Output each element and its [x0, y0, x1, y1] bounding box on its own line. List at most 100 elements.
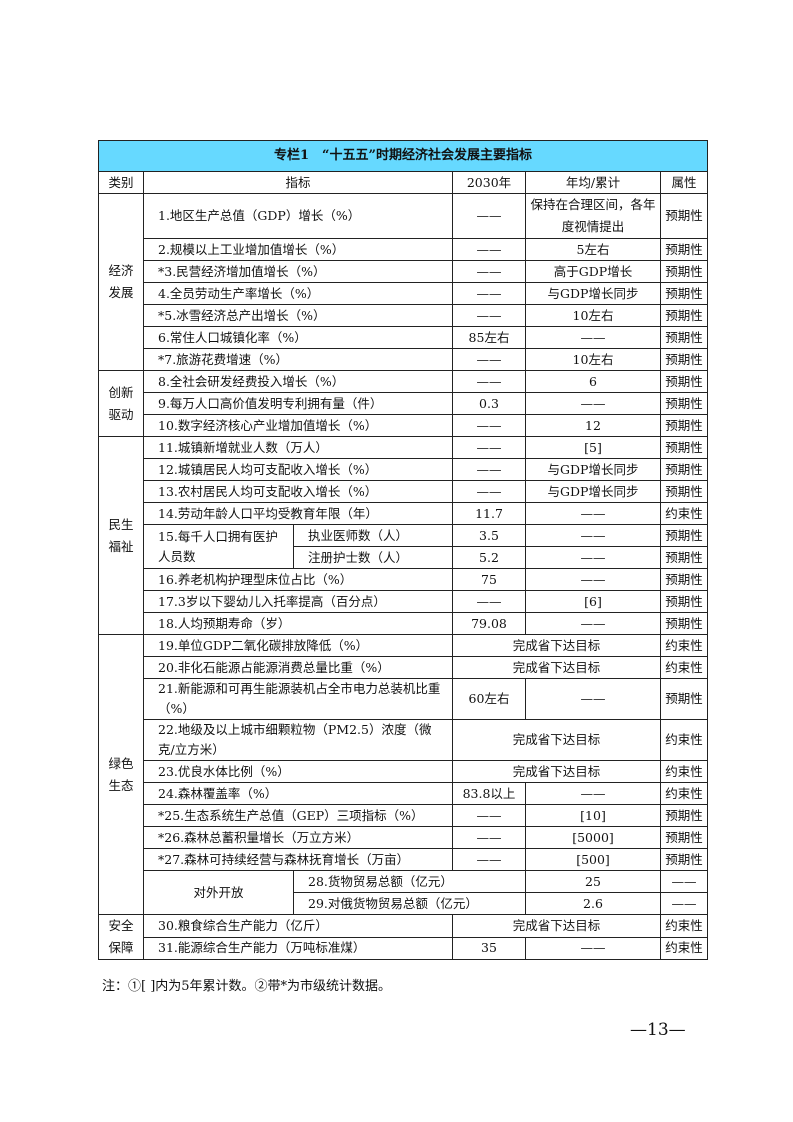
- value-annual: [5000]: [525, 826, 661, 849]
- attribute: 约束性: [659, 502, 709, 525]
- indicator-table: 专栏1 “十五五”时期经济社会发展主要指标 类别 指标 2030年 年均/累计 …: [97, 140, 709, 960]
- value-2030: 3.5: [452, 524, 526, 547]
- indicator-name: 23.优良水体比例（%）: [143, 760, 453, 783]
- value-annual: [6]: [525, 590, 661, 613]
- value-2030: ——: [452, 414, 526, 437]
- attribute: 预期性: [659, 848, 709, 871]
- table-row: 4.全员劳动生产率增长（%） —— 与GDP增长同步 预期性: [99, 282, 709, 305]
- attribute: 预期性: [659, 590, 709, 613]
- value-2030: 79.08: [452, 612, 526, 635]
- value-annual: ——: [525, 392, 661, 415]
- attribute: 预期性: [659, 370, 709, 393]
- table-row: *26.森林总蓄积量增长（万立方米） —— [5000] 预期性: [99, 826, 709, 849]
- value-annual: [500]: [525, 848, 661, 871]
- attribute: 约束性: [659, 760, 709, 783]
- value-annual: ——: [525, 612, 661, 635]
- attribute: 预期性: [659, 458, 709, 481]
- indicator-name: 19.单位GDP二氧化碳排放降低（%）: [143, 634, 453, 657]
- value-annual: ——: [659, 870, 709, 893]
- category-cell: 创新驱动: [98, 370, 144, 437]
- value-annual: ——: [525, 502, 661, 525]
- category-cell: 绿色生态: [98, 634, 144, 915]
- attribute: 预期性: [659, 326, 709, 349]
- indicator-subname: 执业医师数（人）: [293, 524, 453, 547]
- value-2030: ——: [452, 590, 526, 613]
- value-annual: 与GDP增长同步: [525, 458, 661, 481]
- table-row: 经济发展 1.地区生产总值（GDP）增长（%） —— 保持在合理区间，各年度视情提出预…: [98, 193, 709, 371]
- value-2030: ——: [452, 193, 526, 239]
- value-annual: 保持在合理区间，各年度视情提出: [525, 193, 661, 239]
- indicator-name: 8.全社会研发经费投入增长（%）: [143, 370, 453, 393]
- table-row: 16.养老机构护理型床位占比（%） 75 —— 预期性: [99, 568, 709, 591]
- indicator-name: 13.农村居民人均可支配收入增长（%）: [143, 480, 453, 503]
- indicator-name: 21.新能源和可再生能源装机占全市电力总装机比重（%）: [143, 678, 453, 720]
- table-title: 专栏1 “十五五”时期经济社会发展主要指标: [97, 140, 709, 172]
- value-annual: 与GDP增长同步: [525, 282, 661, 305]
- table-row: 14.劳动年龄人口平均受教育年限（年） 11.7 —— 约束性: [99, 502, 709, 525]
- attribute: 预期性: [659, 414, 709, 437]
- attribute: 预期性: [659, 392, 709, 415]
- value-2030: ——: [452, 848, 526, 871]
- indicator-subname: 注册护士数（人）: [293, 546, 453, 569]
- indicator-name: 11.城镇新增就业人数（万人）: [143, 436, 453, 459]
- value-2030: 75: [452, 568, 526, 591]
- table-row: 20.非化石能源占能源消费总量比重（%） 完成省下达目标 约束性: [99, 656, 709, 679]
- attribute: 预期性: [659, 282, 709, 305]
- indicator-name: 20.非化石能源占能源消费总量比重（%）: [143, 656, 453, 679]
- value-2030: ——: [452, 348, 526, 371]
- attribute: 约束性: [659, 936, 709, 960]
- value-annual: 12: [525, 414, 661, 437]
- table-row: *27.森林可持续经营与森林抚育增长（万亩） —— [500] 预期性: [99, 848, 709, 871]
- table-row: 31.能源综合生产能力（万吨标准煤） 35 —— 约束性: [99, 936, 709, 960]
- attribute: 预期性: [659, 568, 709, 591]
- footnote: 注：①[ ]内为5年累计数。②带*为市级统计数据。: [102, 979, 392, 994]
- table-row: 安全保障 30.粮食综合生产能力（亿斤） 完成省下达目标 约束性: [98, 914, 709, 960]
- value-2030: 35: [452, 936, 526, 960]
- target-merged: 完成省下达目标: [452, 719, 661, 761]
- indicator-name: *25.生态系统生产总值（GEP）三项指标（%）: [143, 804, 453, 827]
- value-2030: 85左右: [452, 326, 526, 349]
- value-2030: ——: [452, 458, 526, 481]
- value-annual: ——: [525, 546, 661, 569]
- value-annual: ——: [525, 936, 661, 960]
- table-row: 22.地级及以上城市细颗粒物（PM2.5）浓度（微克/立方米） 完成省下达目标 约束…: [99, 719, 709, 761]
- indicator-name: 24.森林覆盖率（%）: [143, 782, 453, 805]
- indicator-name: 18.人均预期寿命（岁）: [143, 612, 453, 635]
- attribute: 约束性: [659, 656, 709, 679]
- indicator-name: *3.民营经济增加值增长（%）: [143, 260, 453, 283]
- table-row: 创新驱动 8.全社会研发经费投入增长（%） —— 6 预期性: [98, 370, 709, 437]
- value-annual: ——: [525, 782, 661, 805]
- value-2030: ——: [452, 282, 526, 305]
- attribute: 预期性: [659, 678, 709, 720]
- table-row: 29.对俄货物贸易总额（亿元）2.6——预期性: [99, 892, 709, 915]
- table-row: 9.每万人口高价值发明专利拥有量（件） 0.3 —— 预期性: [99, 392, 709, 415]
- value-2030: ——: [452, 826, 526, 849]
- value-annual: 6: [525, 370, 661, 393]
- value-2030: ——: [452, 480, 526, 503]
- table-row: *7.旅游花费增速（%） —— 10左右 预期性: [99, 348, 709, 371]
- category-cell: 安全保障: [98, 914, 144, 960]
- value-annual: 10左右: [525, 304, 661, 327]
- category-cell: 经济发展: [98, 193, 144, 371]
- value-annual: 10左右: [525, 348, 661, 371]
- value-annual: ——: [525, 568, 661, 591]
- attribute: 预期性: [659, 348, 709, 371]
- value-2030: 11.7: [452, 502, 526, 525]
- indicator-name: 30.粮食综合生产能力（亿斤）: [143, 914, 453, 938]
- value-2030: ——: [452, 804, 526, 827]
- table-row: 15.每千人口拥有医护人员数 执业医师数（人） 3.5 —— 预期性: [99, 524, 709, 569]
- indicator-name: 14.劳动年龄人口平均受教育年限（年）: [143, 502, 453, 525]
- table-row: 17.3岁以下婴幼儿入托率提高（百分点） —— [6] 预期性: [99, 590, 709, 613]
- attribute: 预期性: [659, 304, 709, 327]
- indicator-name: 22.地级及以上城市细颗粒物（PM2.5）浓度（微克/立方米）: [143, 719, 453, 761]
- indicator-name: 4.全员劳动生产率增长（%）: [143, 282, 453, 305]
- indicator-name: 12.城镇居民人均可支配收入增长（%）: [143, 458, 453, 481]
- header-row: 类别 指标 2030年 年均/累计 属性: [98, 171, 709, 194]
- value-2030: 2.6: [525, 892, 661, 915]
- attribute: 预期性: [659, 480, 709, 503]
- page-number: —13—: [630, 1020, 686, 1040]
- value-annual: 5左右: [525, 238, 661, 261]
- table-row: 13.农村居民人均可支配收入增长（%） —— 与GDP增长同步 预期性: [99, 480, 709, 503]
- header-2030: 2030年: [452, 171, 526, 194]
